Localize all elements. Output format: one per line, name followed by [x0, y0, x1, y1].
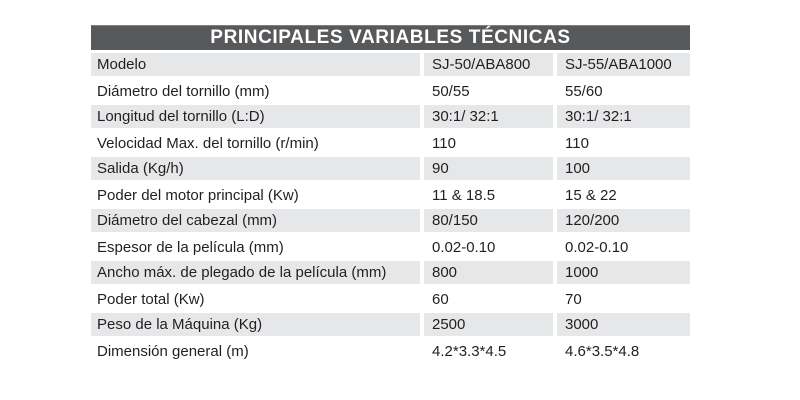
row-value-model-2: 55/60 — [565, 82, 603, 100]
table-row: Ancho máx. de plegado de la película (mm… — [91, 260, 690, 286]
row-label: Diámetro del tornillo (mm) — [97, 82, 270, 100]
row-value-model-2: 100 — [557, 157, 690, 180]
table-row: Espesor de la película (mm) 0.02-0.10 0.… — [91, 234, 690, 260]
row-value-model-2: 15 & 22 — [565, 186, 617, 204]
row-label: Salida (Kg/h) — [91, 157, 420, 180]
row-value-model-1: 4.2*3.3*4.5 — [432, 342, 507, 360]
table-row: Salida (Kg/h) 90 100 — [91, 156, 690, 182]
row-label: Velocidad Max. del tornillo (r/min) — [97, 134, 319, 152]
row-value-model-1: 50/55 — [432, 82, 470, 100]
row-value-model-1: 80/150 — [424, 209, 553, 232]
table-row: Modelo SJ-50/ABA800 SJ-55/ABA1000 — [91, 52, 690, 78]
row-value-model-1: 110 — [432, 134, 456, 152]
table-row: Poder total (Kw) 60 70 — [91, 286, 690, 312]
row-label: Poder total (Kw) — [97, 290, 205, 308]
row-value-model-2: 120/200 — [557, 209, 690, 232]
table-body: Modelo SJ-50/ABA800 SJ-55/ABA1000 Diámet… — [91, 52, 690, 364]
table-row: Poder del motor principal (Kw) 11 & 18.5… — [91, 182, 690, 208]
table-row: Velocidad Max. del tornillo (r/min) 110 … — [91, 130, 690, 156]
table-row: Peso de la Máquina (Kg) 2500 3000 — [91, 312, 690, 338]
row-value-model-1: 0.02-0.10 — [432, 238, 496, 256]
row-label: Modelo — [91, 53, 420, 76]
table-row: Diámetro del cabezal (mm) 80/150 120/200 — [91, 208, 690, 234]
row-value-model-2: 0.02-0.10 — [565, 238, 629, 256]
row-value-model-2: 70 — [565, 290, 582, 308]
row-value-model-1: 90 — [424, 157, 553, 180]
row-label: Poder del motor principal (Kw) — [97, 186, 299, 204]
row-label: Longitud del tornillo (L:D) — [91, 105, 420, 128]
row-value-model-2: 3000 — [557, 313, 690, 336]
row-value-model-2: 1000 — [557, 261, 690, 284]
row-label: Espesor de la película (mm) — [97, 238, 284, 256]
table-row: Dimensión general (m) 4.2*3.3*4.5 4.6*3.… — [91, 338, 690, 364]
row-value-model-2: 30:1/ 32:1 — [557, 105, 690, 128]
row-label: Peso de la Máquina (Kg) — [91, 313, 420, 336]
row-value-model-1: 30:1/ 32:1 — [424, 105, 553, 128]
row-value-model-2: 110 — [565, 134, 589, 152]
row-value-model-1: 800 — [424, 261, 553, 284]
table-row: Diámetro del tornillo (mm) 50/55 55/60 — [91, 78, 690, 104]
row-label: Diámetro del cabezal (mm) — [91, 209, 420, 232]
row-value-model-1: 60 — [432, 290, 449, 308]
table-row: Longitud del tornillo (L:D) 30:1/ 32:1 3… — [91, 104, 690, 130]
row-value-model-1: 11 & 18.5 — [432, 186, 496, 204]
row-label: Ancho máx. de plegado de la película (mm… — [91, 261, 420, 284]
row-label: Dimensión general (m) — [97, 342, 249, 360]
row-value-model-2: 4.6*3.5*4.8 — [565, 342, 640, 360]
row-value-model-1: SJ-50/ABA800 — [424, 53, 553, 76]
technical-specs-table: PRINCIPALES VARIABLES TÉCNICAS Modelo SJ… — [91, 25, 690, 364]
table-title: PRINCIPALES VARIABLES TÉCNICAS — [91, 25, 690, 50]
row-value-model-2: SJ-55/ABA1000 — [557, 53, 690, 76]
row-value-model-1: 2500 — [424, 313, 553, 336]
